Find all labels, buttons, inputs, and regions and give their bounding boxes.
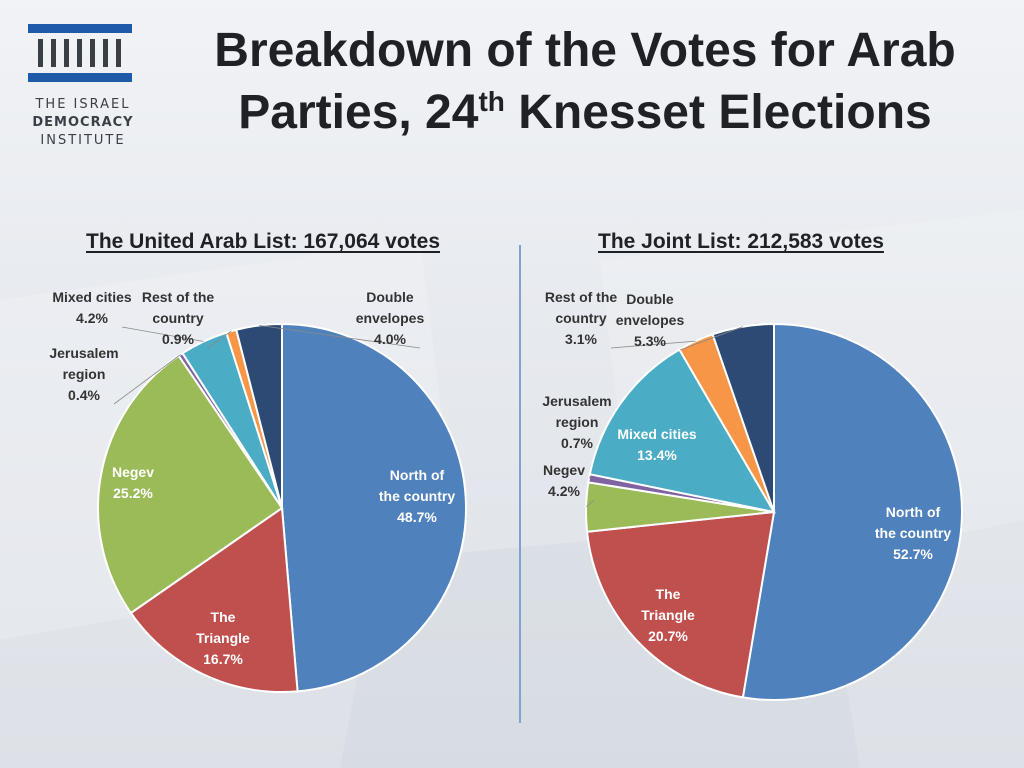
logo-line3: INSTITUTE (40, 133, 126, 148)
chart-divider (519, 245, 521, 723)
title-line2: Parties, 24th Knesset Elections (170, 82, 1000, 144)
pie2-leader-rest (610, 340, 696, 349)
pie1-leader-double (258, 325, 421, 349)
pie2-label-jerusalem: Jerusalem region 0.7% (542, 393, 611, 451)
pie2-leader-negev (585, 499, 595, 508)
pie1-label-north: North of the country 48.7% (379, 467, 455, 525)
pie2-label-north: North of the country 52.7% (875, 504, 951, 562)
pie1-slice-triangle (129, 506, 299, 693)
logo-line1: THE ISRAEL (35, 97, 131, 112)
pie2-label-rest: Rest of the country 3.1% (545, 289, 618, 347)
pie1-label-triangle: The Triangle 16.7% (196, 609, 250, 667)
logo: THE ISRAEL DEMOCRACY INSTITUTE (24, 22, 142, 150)
pie1-slice-negev (97, 354, 284, 615)
pie2-leader-double (679, 326, 744, 351)
pie1-leader-mixed (121, 326, 204, 342)
pie1-label-double: Double envelopes 4.0% (356, 289, 425, 347)
pie1-slice-double (235, 322, 283, 509)
title-line2-pre: Parties, 24 (238, 86, 479, 139)
title-line2-post: Knesset Elections (504, 86, 932, 139)
pie2-slice-north (741, 322, 963, 701)
pie1-label-mixed: Mixed cities 4.2% (52, 289, 132, 326)
pie2-label-triangle: The Triangle 20.7% (641, 586, 695, 644)
title-line1: Breakdown of the Votes for Arab (214, 24, 956, 77)
pie1-label-rest: Rest of the country 0.9% (142, 289, 215, 347)
pie1-leader-jerusalem (113, 354, 181, 405)
pie1-label-jerusalem: Jerusalem region 0.4% (49, 345, 118, 403)
page-title: Breakdown of the Votes for Arab Parties,… (170, 20, 1000, 144)
title-superscript: th (478, 86, 505, 117)
pie2-label-negev: Negev 4.2% (543, 462, 585, 499)
pie2-label-mixed: Mixed cities 13.4% (617, 426, 697, 463)
pie2-slice-triangle (585, 510, 776, 699)
pie1-leader-rest (207, 330, 232, 349)
pie2-label-double: Double envelopes 5.3% (616, 291, 685, 349)
pie1-label-negev: Negev 25.2% (112, 464, 154, 501)
chart-title-joint: The Joint List: 212,583 votes (598, 230, 884, 253)
menorah-pillars-icon (24, 22, 136, 84)
pie2-slice-mixed (588, 348, 776, 514)
chart-title-ual: The United Arab List: 167,064 votes (86, 230, 440, 253)
pie1-slice-north (281, 322, 467, 693)
logo-line2: DEMOCRACY (32, 115, 134, 130)
